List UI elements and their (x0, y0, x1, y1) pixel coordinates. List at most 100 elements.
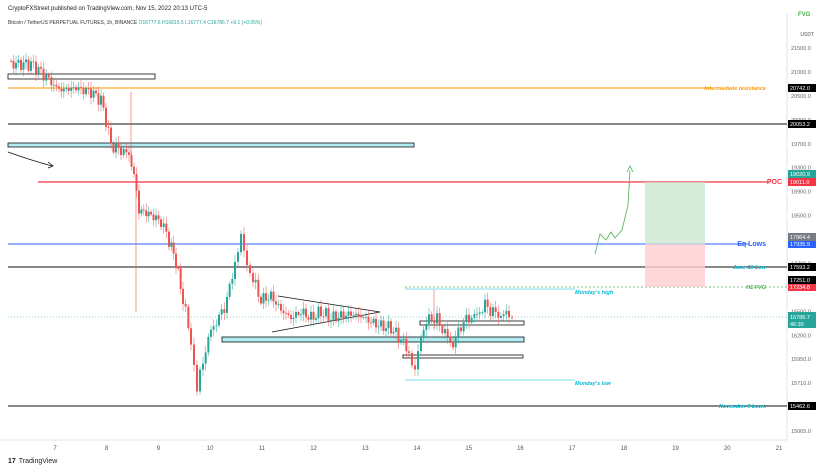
candle-body (77, 87, 80, 91)
candle-body (228, 283, 231, 297)
candle-body (75, 87, 77, 91)
candle-body (425, 323, 428, 330)
candle-body (234, 261, 236, 279)
candle-body (436, 313, 438, 324)
candle-body (199, 369, 201, 392)
candle-body (275, 301, 277, 305)
x-tick-label: 17 (569, 446, 576, 452)
candle-body (25, 59, 27, 63)
candle-body (342, 311, 345, 319)
candle-body (112, 143, 115, 153)
level-label: Monday's high (575, 290, 614, 296)
candle-body (505, 310, 508, 315)
candle-body (60, 88, 63, 92)
candle-body (441, 325, 444, 334)
candle-body (502, 314, 505, 317)
candle-body (470, 317, 473, 323)
candle-body (125, 148, 128, 153)
publish-header: CryptoFXStreet published on TradingView.… (8, 6, 208, 12)
candle-body (140, 209, 143, 214)
candle-body (382, 320, 385, 332)
level-label: Intermediate resistance (705, 86, 766, 92)
tradingview-logo-icon: 17 (8, 458, 16, 465)
symbol-name: Bitcoin / TetherUS PERPETUAL FUTURES, 1h… (8, 20, 138, 26)
price-badge-bg (788, 170, 816, 178)
candle-body (105, 107, 107, 127)
candle-body (452, 341, 454, 348)
candle-body (397, 327, 400, 343)
x-tick-label: 12 (310, 446, 317, 452)
price-badge-text: 20053.2 (790, 122, 810, 128)
price-badge-bg (788, 283, 816, 291)
candle-body (67, 87, 70, 91)
candle-body (312, 311, 315, 320)
candle-body (380, 320, 382, 327)
candle-body (117, 142, 120, 148)
candle-body (417, 351, 419, 370)
candle-body (47, 74, 50, 78)
candle-body (290, 314, 292, 320)
y-tick-label: 15950.0 (791, 357, 811, 363)
candle-body (130, 154, 133, 167)
candle-body (152, 214, 155, 221)
price-badge-bg (788, 178, 816, 186)
x-tick-label: 10 (207, 446, 214, 452)
price-badge-text: 15462.6 (790, 404, 810, 410)
candle-body (473, 314, 476, 318)
candle-body (50, 77, 53, 86)
candle-body (287, 313, 290, 315)
candle-body (454, 336, 457, 348)
projection-path (594, 169, 631, 255)
candle-body (20, 59, 22, 70)
branding-text: TradingView (18, 458, 58, 465)
candle-body (90, 88, 92, 98)
price-badge-bg (788, 276, 816, 284)
candle-body (433, 320, 436, 324)
x-tick-label: 21 (776, 446, 783, 452)
candle-body (147, 211, 150, 217)
candle-body (202, 363, 204, 370)
x-tick-label: 14 (414, 446, 421, 452)
currency-label: USDT (800, 32, 814, 38)
top-fvg-label: FVG (798, 12, 811, 18)
candle-body (265, 293, 267, 301)
candle-body (335, 311, 337, 322)
candle-body (82, 87, 85, 95)
y-tick-label: 18900.0 (791, 190, 811, 196)
candle-body (193, 344, 195, 365)
y-tick-label: 19300.0 (791, 166, 811, 172)
candle-body (70, 87, 73, 91)
tradingview-branding: 17 TradingView (8, 458, 57, 465)
price-badge-text: 19011.0 (790, 180, 809, 186)
candle-body (478, 312, 481, 314)
candle-body (80, 87, 82, 88)
candle-body (305, 308, 307, 318)
candle-body (240, 233, 242, 253)
box-zone (7, 142, 415, 148)
candle-body (297, 312, 300, 316)
candle-body (460, 327, 462, 332)
candle-body (212, 326, 215, 330)
candle-body (390, 321, 392, 334)
candle-body (27, 59, 30, 71)
candle-body (387, 321, 390, 329)
candle-body (367, 316, 370, 323)
candle-body (182, 288, 184, 305)
candle-body (175, 253, 177, 269)
candle-body (10, 60, 12, 62)
candle-body (37, 66, 40, 75)
candle-body (402, 338, 405, 341)
candle-body (277, 303, 280, 305)
candle-body (155, 215, 157, 221)
candle-body (307, 317, 310, 320)
candle-body (285, 313, 287, 314)
candle-body (295, 312, 297, 318)
candle-body (92, 90, 95, 98)
price-badge-bg (788, 263, 816, 271)
candle-body (12, 60, 15, 69)
long-profit-zone (645, 182, 705, 244)
candle-body (392, 331, 395, 334)
candle-body (160, 219, 162, 228)
candle-body (272, 291, 275, 302)
